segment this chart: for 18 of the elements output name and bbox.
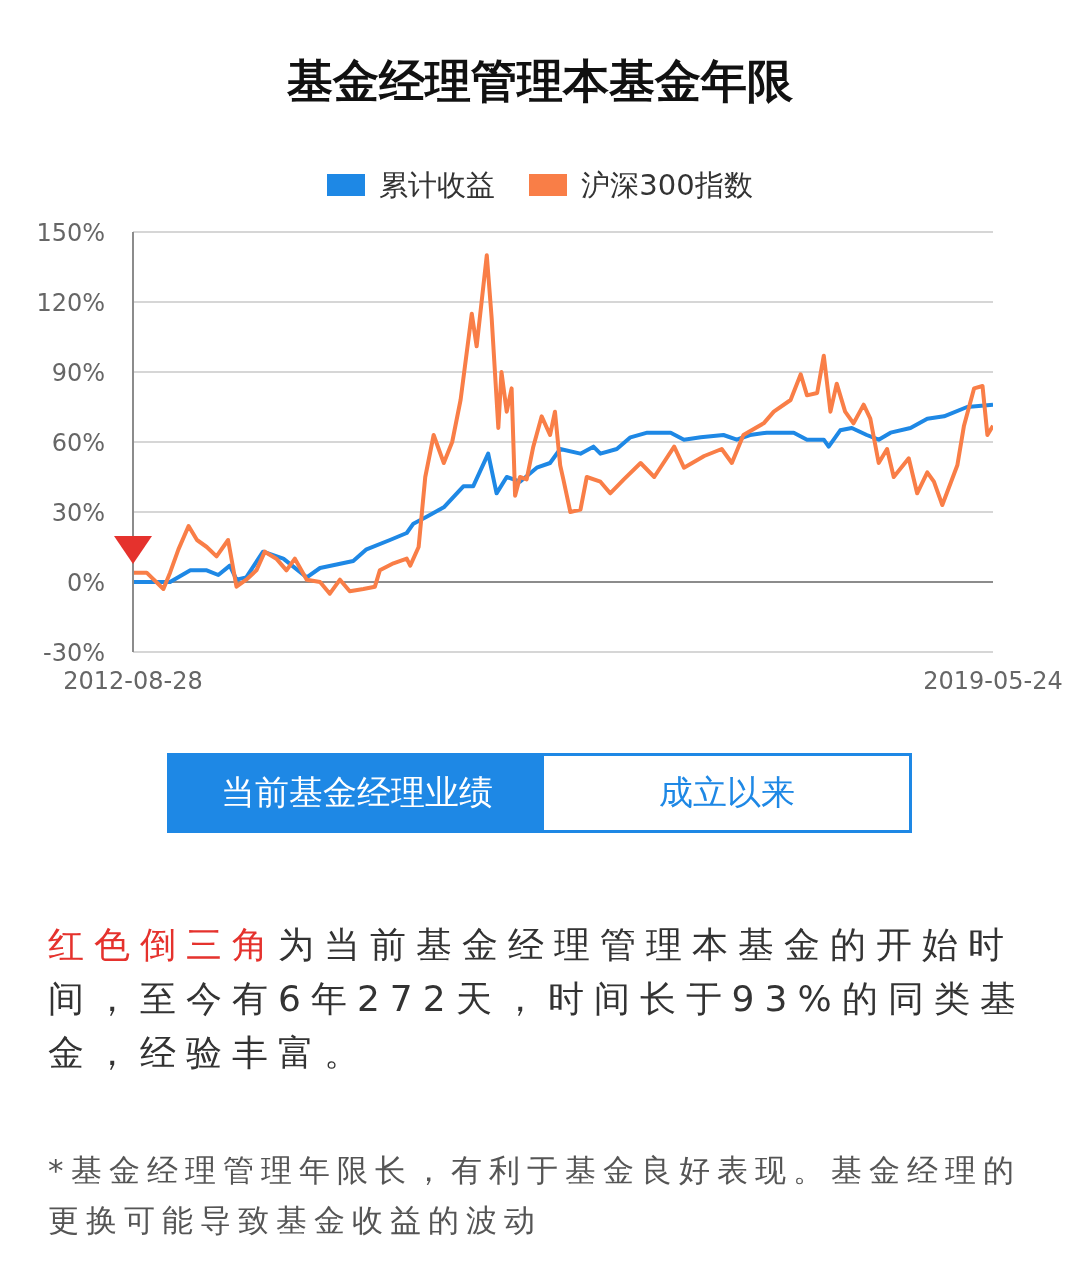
text: 红色倒三角 [48,924,278,965]
line-series [133,402,993,584]
y-tick-label: 0% [66,568,105,597]
y-tick-label: -30% [42,638,105,667]
text: *基金经理管理年限长，有利于基金良好表现。基金经理的更换可能导致基金收益的波动 [48,1151,1022,1240]
chart-title: 基金经理管理本基金年限 [286,53,794,109]
y-tick-label: 120% [36,288,105,317]
line-series [133,253,993,596]
y-tick-label: 150% [36,218,105,247]
legend-label: 累计收益 [379,167,496,204]
x-tick-label: 2019-05-24 [923,667,1063,696]
y-tick-label: 60% [51,428,105,457]
x-tick-label: 2012-08-28 [63,667,203,696]
legend-label: 沪深300指数 [581,167,753,204]
y-tick-label: 90% [51,358,105,387]
y-tick-label: 30% [51,498,105,527]
text: 当前基金经理业绩 [170,756,544,830]
text: 成立以来 [544,756,909,830]
